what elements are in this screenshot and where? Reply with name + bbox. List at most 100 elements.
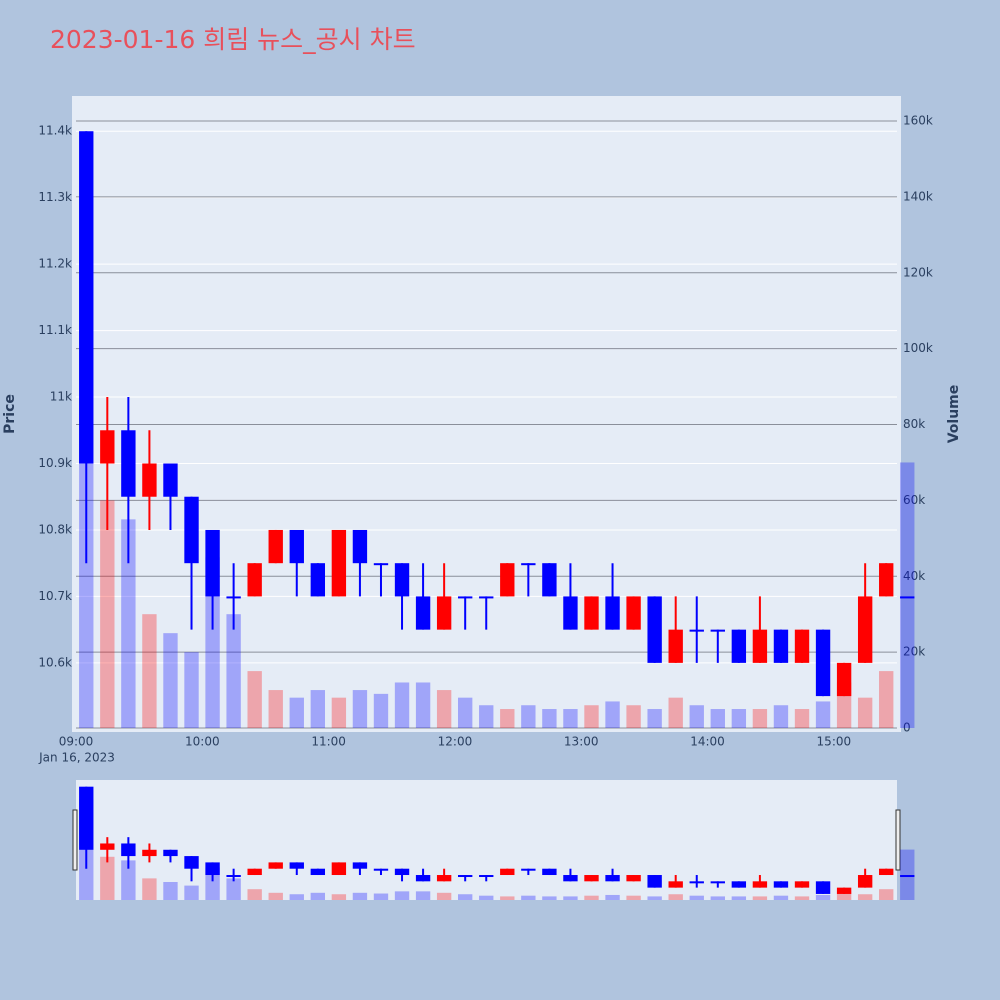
candle-body	[184, 496, 199, 564]
x-tick-label: 09:00	[59, 735, 94, 749]
y2-tick-label: 140k	[903, 189, 933, 203]
slider-candle-body	[605, 875, 620, 882]
y-tick-label: 11.2k	[38, 257, 72, 271]
slider-candle-body	[479, 875, 494, 878]
slider-volume-bar	[731, 896, 747, 900]
slider-volume-bar	[100, 856, 115, 900]
slider-volume-bar	[184, 885, 199, 900]
slider-candle-body	[394, 868, 410, 876]
slider-volume-bar	[668, 894, 683, 900]
slider-volume-bar	[479, 895, 494, 900]
slider-candle-body	[752, 881, 768, 888]
slider-volume-bar	[142, 878, 157, 900]
candle-body	[415, 596, 431, 630]
candle-body	[879, 563, 894, 597]
volume-bar	[752, 709, 768, 728]
slider-candle-body	[900, 875, 915, 878]
candle-body	[731, 629, 747, 663]
y-axis-title: Price	[2, 394, 18, 434]
range-handle-right[interactable]	[895, 809, 901, 871]
candle-body	[689, 629, 704, 632]
slider-candle-body	[163, 849, 178, 857]
y2-tick-label: 0	[903, 721, 911, 735]
candle-body	[79, 131, 94, 464]
volume-bar	[584, 705, 599, 728]
x-date-label: Jan 16, 2023	[38, 751, 115, 765]
volume-bar	[121, 519, 136, 728]
volume-bar	[668, 697, 683, 728]
slider-volume-bar	[626, 895, 641, 900]
volume-bar	[331, 697, 347, 728]
candle-body	[521, 563, 536, 566]
volume-bar	[500, 709, 515, 728]
slider-volume-bar	[752, 896, 768, 900]
y2-tick-label: 20k	[903, 645, 925, 659]
y-tick-label: 10.7k	[38, 589, 72, 603]
slider-volume-bar	[436, 892, 452, 900]
slider-candle-body	[436, 875, 452, 882]
slider-candle-body	[184, 856, 199, 869]
candle-body	[142, 463, 157, 497]
slider-volume-bar	[310, 892, 326, 900]
volume-bar	[815, 701, 831, 728]
slider-volume-bar	[352, 892, 368, 900]
volume-bar	[163, 633, 178, 728]
slider-candle-body	[500, 868, 515, 876]
volume-bar	[436, 690, 452, 728]
slider-candle-body	[247, 868, 262, 876]
candle-body	[121, 430, 136, 497]
candle-body	[773, 629, 789, 663]
slider-candle-body	[310, 868, 326, 876]
slider-candle-body	[79, 786, 94, 850]
candle-body	[352, 529, 368, 564]
slider-candle-body	[668, 881, 683, 888]
y-tick-label: 11k	[50, 390, 72, 404]
slider-volume-bar	[710, 896, 725, 900]
slider-candle-body	[689, 881, 704, 884]
slider-volume-bar	[373, 893, 389, 900]
volume-bar	[373, 693, 389, 728]
slider-volume-bar	[836, 891, 852, 900]
slider-volume-bar	[900, 849, 915, 900]
slider-candle-body	[521, 868, 536, 871]
volume-bar	[563, 709, 578, 728]
x-tick-label: 11:00	[311, 735, 346, 749]
candle-body	[605, 596, 620, 630]
slider-volume-bar	[226, 878, 241, 900]
candle-body	[268, 529, 283, 564]
slider-candle-body	[331, 862, 347, 876]
y2-tick-label: 60k	[903, 493, 925, 507]
volume-bar	[521, 705, 536, 728]
candle-body	[626, 596, 641, 630]
volume-bar	[268, 690, 283, 728]
slider-candle-body	[542, 868, 557, 876]
volume-bar	[394, 682, 410, 728]
chart-title: 2023-01-16 희림 뉴스_공시 차트	[50, 25, 416, 54]
volume-bar	[689, 705, 704, 728]
slider-volume-bar	[879, 889, 894, 900]
volume-bar	[184, 652, 199, 728]
volume-bar	[100, 500, 115, 728]
range-handle-left[interactable]	[72, 809, 78, 871]
slider-candle-body	[289, 862, 304, 869]
candle-body	[394, 563, 410, 597]
volume-bar	[879, 671, 894, 728]
volume-bar	[647, 709, 662, 728]
slider-candle-body	[879, 868, 894, 876]
candle-body	[647, 596, 662, 663]
slider-candle-body	[373, 868, 389, 871]
slider-candle-body	[563, 875, 578, 882]
volume-bar	[542, 709, 557, 728]
y2-tick-label: 160k	[903, 114, 933, 128]
slider-candle-body	[857, 875, 873, 888]
candle-body	[584, 596, 599, 630]
slider-volume-bar	[794, 896, 810, 900]
slider-volume-bar	[331, 894, 347, 900]
volume-bar	[289, 697, 304, 728]
x-tick-label: 15:00	[817, 735, 852, 749]
slider-volume-bar	[500, 896, 515, 900]
slider-candle-body	[205, 862, 220, 876]
y-tick-label: 10.6k	[38, 655, 72, 669]
y-tick-label: 11.4k	[38, 124, 72, 138]
